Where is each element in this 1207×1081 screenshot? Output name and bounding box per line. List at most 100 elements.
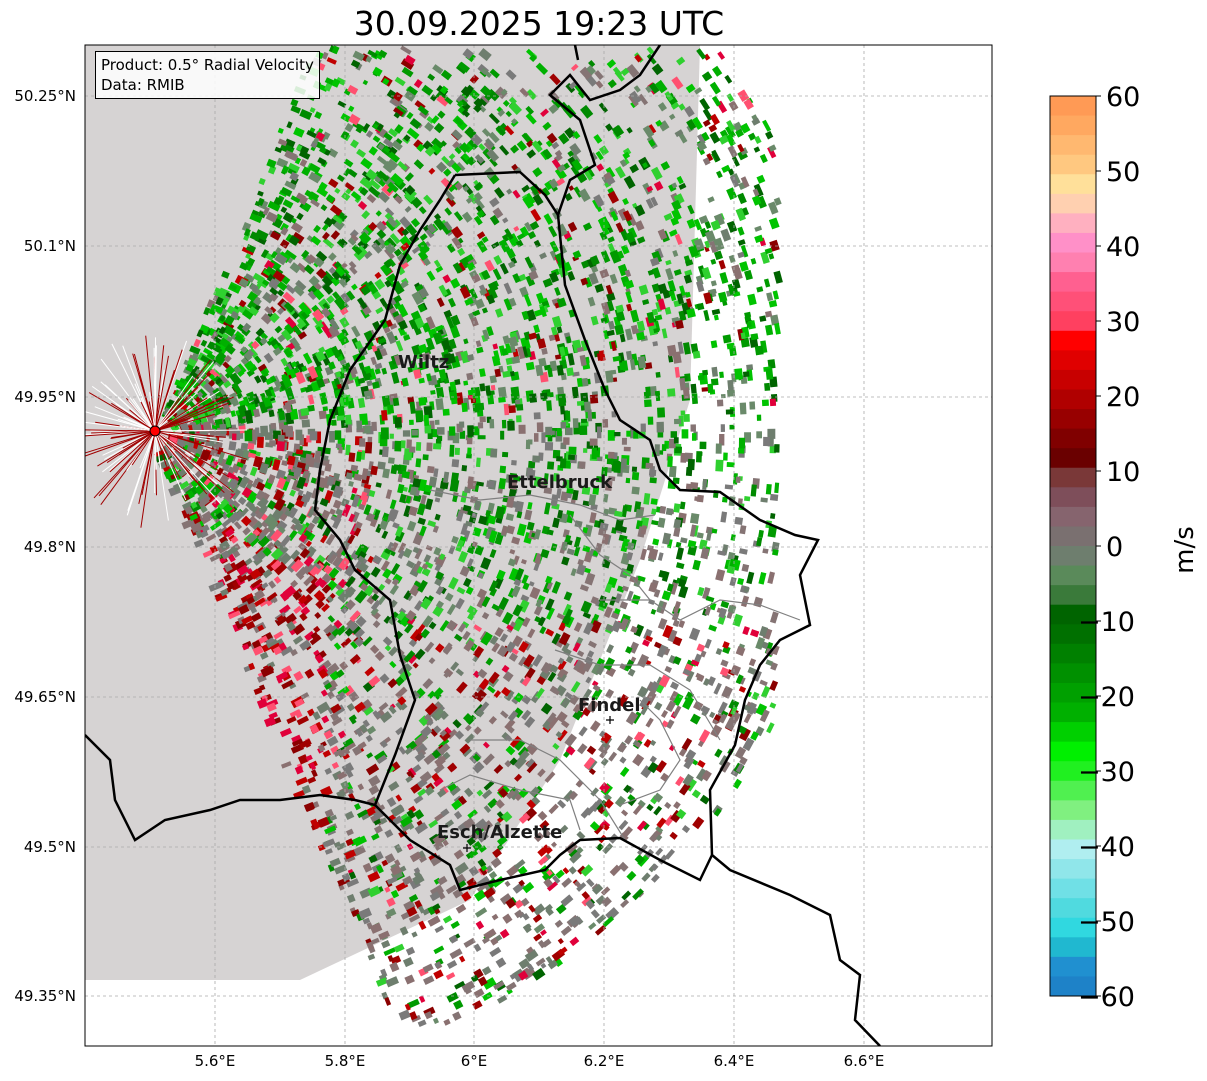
echo-gate: [312, 354, 322, 368]
echo-gate: [294, 765, 304, 775]
echo-gate: [418, 377, 425, 384]
echo-gate: [566, 271, 576, 281]
echo-gate: [746, 364, 754, 371]
colorbar-band: [1050, 956, 1096, 977]
echo-gate: [375, 236, 388, 250]
echo-gate: [579, 425, 588, 436]
echo-gate: [682, 342, 691, 355]
echo-gate: [720, 228, 732, 242]
echo-gate: [381, 939, 391, 949]
echo-gate: [477, 422, 484, 429]
echo-gate: [701, 267, 712, 280]
echo-gate: [572, 489, 579, 501]
echo-gate: [599, 782, 611, 794]
echo-gate: [669, 582, 678, 595]
echo-gate: [435, 265, 444, 273]
echo-gate: [381, 446, 389, 458]
echo-gate: [357, 377, 366, 385]
echo-gate: [769, 398, 777, 407]
echo-gate: [374, 368, 381, 375]
echo-gate: [489, 214, 500, 226]
echo-gate: [589, 512, 597, 524]
echo-gate: [696, 643, 706, 653]
echo-gate: [301, 419, 311, 428]
echo-gate: [646, 46, 655, 55]
echo-gate: [505, 513, 515, 522]
echo-gate: [516, 404, 524, 411]
echo-gate: [765, 310, 773, 318]
echo-gate: [675, 562, 685, 570]
echo-gate: [515, 239, 524, 248]
echo-gate: [735, 674, 744, 685]
echo-gate: [309, 431, 318, 441]
echo-gate: [354, 701, 366, 713]
colorbar-band: [1050, 389, 1096, 410]
echo-gate: [658, 450, 664, 455]
echo-gate: [756, 174, 766, 184]
echo-gate: [406, 594, 413, 602]
echo-gate: [644, 399, 652, 408]
echo-gate: [372, 135, 381, 143]
echo-gate: [750, 484, 757, 497]
echo-gate: [609, 249, 622, 264]
echo-gate: [504, 880, 511, 887]
echo-gate: [710, 280, 717, 287]
echo-gate: [571, 386, 579, 399]
echo-gate: [472, 670, 481, 679]
echo-gate: [566, 367, 574, 377]
echo-gate: [589, 394, 599, 404]
echo-gate: [483, 780, 495, 791]
echo-gate: [397, 696, 407, 706]
echo-gate: [569, 694, 580, 706]
echo-gate: [252, 520, 264, 532]
echo-gate: [295, 429, 303, 441]
echo-gate: [491, 913, 499, 921]
echo-gate: [279, 604, 291, 615]
echo-gate: [293, 127, 305, 138]
echo-gate: [719, 713, 728, 724]
echo-gate: [368, 774, 381, 787]
echo-gate: [440, 69, 453, 81]
echo-gate: [277, 289, 285, 297]
echo-gate: [455, 903, 467, 914]
echo-gate: [459, 421, 465, 428]
echo-gate: [522, 582, 530, 591]
echo-gate: [389, 499, 397, 510]
echo-gate: [362, 79, 369, 86]
echo-gate: [753, 146, 761, 153]
echo-gate: [415, 353, 422, 360]
echo-gate: [422, 454, 429, 461]
echo-gate: [449, 426, 456, 436]
echo-gate: [760, 497, 768, 503]
echo-gate: [390, 955, 402, 965]
echo-gate: [433, 945, 445, 955]
echo-gate: [432, 1017, 440, 1025]
echo-gate: [394, 676, 405, 687]
echo-gate: [401, 66, 414, 78]
echo-gate: [326, 735, 339, 747]
echo-gate: [664, 848, 675, 860]
echo-gate: [656, 421, 665, 433]
echo-gate: [655, 847, 664, 856]
echo-gate: [329, 575, 336, 582]
echo-gate: [689, 513, 700, 524]
echo-gate: [717, 51, 726, 60]
echo-gate: [284, 316, 297, 329]
echo-gate: [334, 430, 342, 440]
echo-gate: [657, 102, 668, 112]
echo-gate: [387, 457, 395, 464]
colorbar-tick-label: −10: [1078, 607, 1135, 638]
echo-gate: [559, 458, 567, 469]
echo-gate: [492, 343, 499, 350]
echo-gate: [322, 406, 329, 412]
echo-gate: [596, 456, 603, 462]
echo-gate: [676, 175, 684, 185]
echo-gate: [481, 128, 491, 137]
echo-gate: [461, 621, 470, 629]
echo-gate: [367, 953, 376, 961]
echo-gate: [764, 382, 771, 391]
echo-gate: [503, 282, 513, 295]
echo-gate: [386, 796, 397, 808]
echo-gate: [700, 650, 707, 658]
echo-gate: [546, 607, 555, 620]
